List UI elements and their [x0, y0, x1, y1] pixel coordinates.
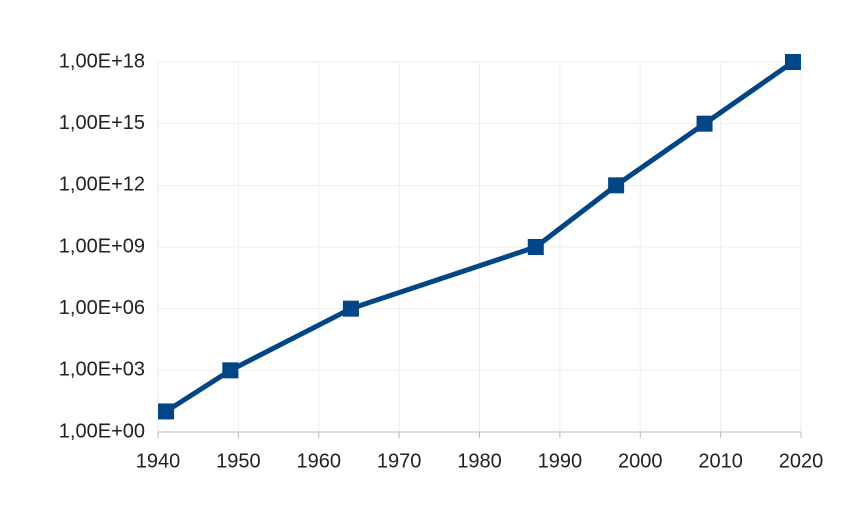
data-marker	[342, 300, 359, 317]
x-tick-label: 1970	[377, 450, 422, 472]
y-tick-label: 1,00E+18	[59, 50, 145, 72]
x-tick-label: 1950	[216, 450, 261, 472]
data-marker	[784, 54, 801, 70]
x-tick-label: 1980	[457, 450, 502, 472]
x-tick-label: 2010	[698, 450, 743, 472]
data-marker	[158, 403, 175, 420]
data-marker	[222, 362, 239, 379]
data-marker	[527, 239, 544, 255]
y-tick-label: 1,00E+06	[59, 297, 145, 319]
y-tick-label: 1,00E+15	[59, 112, 145, 134]
x-tick-label: 1990	[538, 450, 583, 472]
y-tick-label: 1,00E+09	[59, 235, 145, 257]
y-tick-label: 1,00E+03	[59, 359, 145, 381]
data-marker	[696, 115, 713, 132]
x-tick-label: 1960	[297, 450, 342, 472]
y-tick-label: 1,00E+12	[59, 174, 145, 196]
x-tick-label: 2000	[618, 450, 663, 472]
x-tick-label: 1940	[136, 450, 181, 472]
y-tick-label: 1,00E+00	[59, 420, 145, 442]
x-tick-label: 2020	[779, 450, 824, 472]
data-marker	[608, 177, 625, 194]
